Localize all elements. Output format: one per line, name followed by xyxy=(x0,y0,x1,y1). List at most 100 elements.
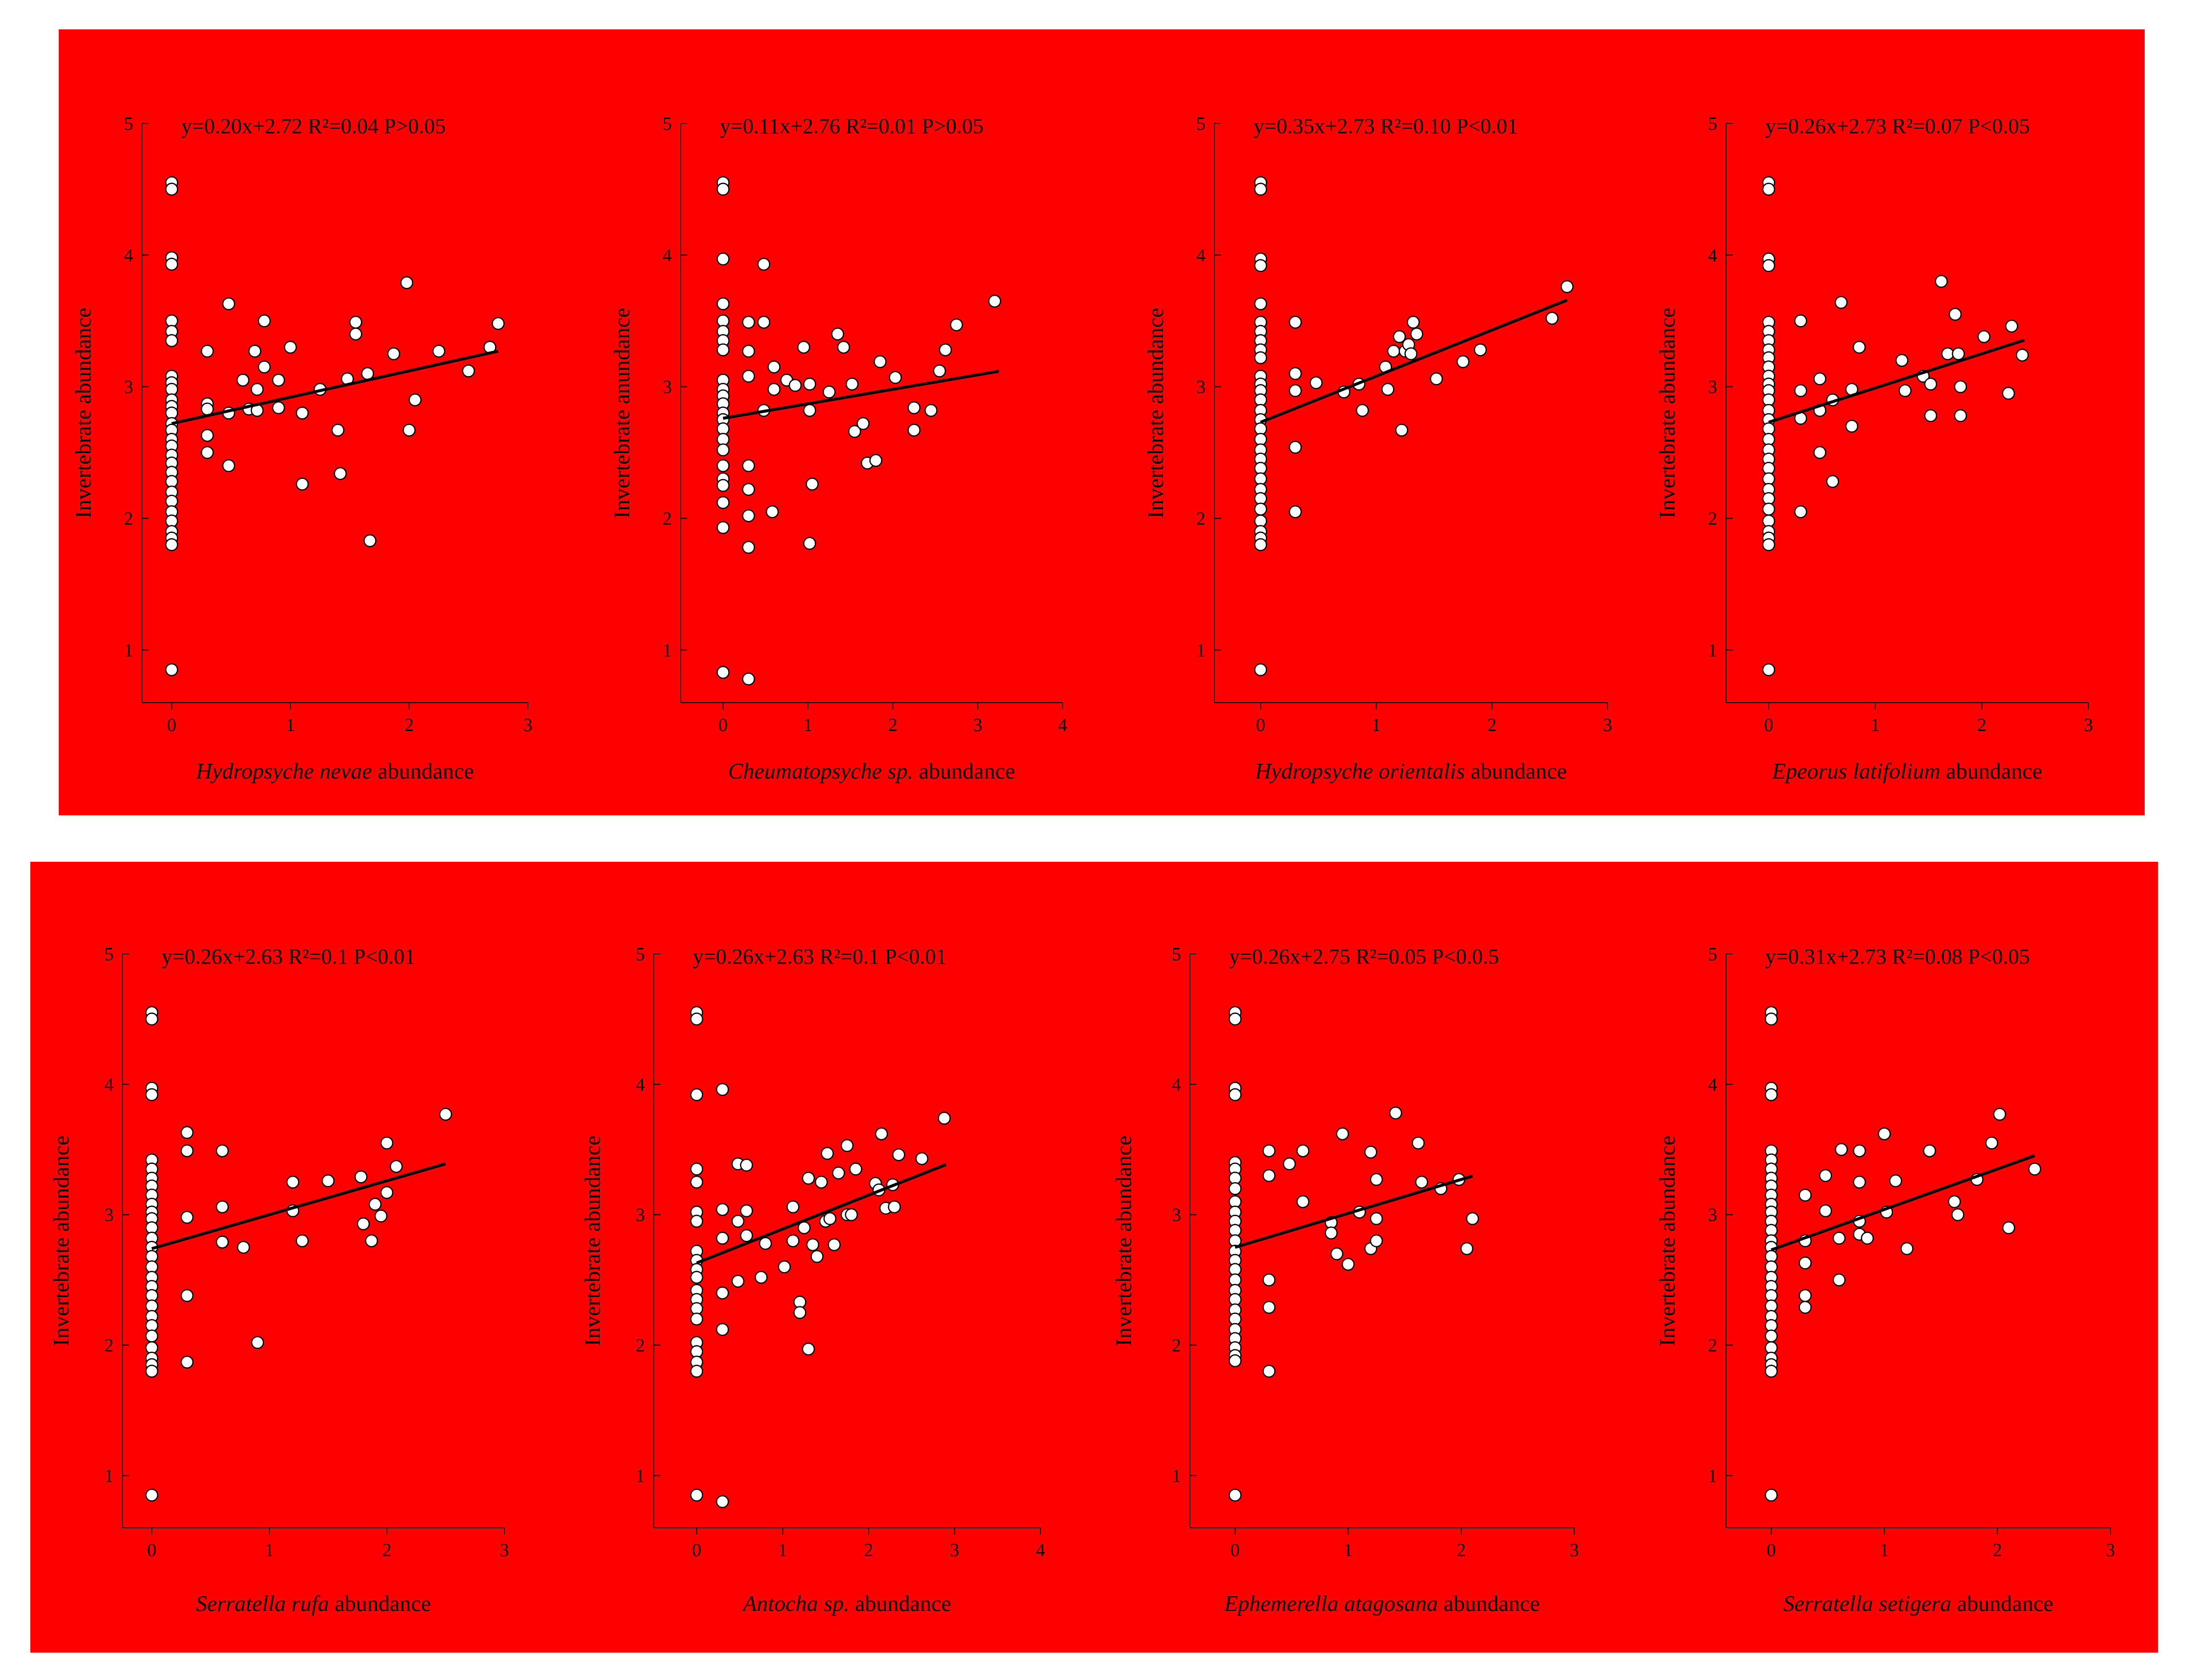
data-point xyxy=(742,369,755,383)
x-tick-label: 3 xyxy=(500,1540,509,1561)
data-point xyxy=(1765,1365,1778,1378)
data-point xyxy=(387,347,401,360)
x-tick-label: 0 xyxy=(167,715,176,735)
data-point xyxy=(742,459,755,473)
x-tick-label: 2 xyxy=(888,715,898,735)
x-axis-label-suffix: abundance xyxy=(913,758,1015,783)
scatter-plot-7: 1 2 3 4 5 0 1 2 3 Invertebrate abundance Ephemerel… xyxy=(1111,944,1579,1616)
data-point xyxy=(2015,348,2029,362)
data-point xyxy=(793,1306,806,1319)
data-point xyxy=(1460,1242,1473,1255)
scatter-plot-5: 1 2 3 4 5 0 1 2 3 Invertebrate abundance Serratell… xyxy=(48,944,509,1616)
data-point xyxy=(1229,1088,1242,1101)
y-axis-label: Invertebrate abundance xyxy=(1655,308,1680,518)
y-tick-label: 5 xyxy=(1172,944,1181,965)
data-point xyxy=(1954,380,1967,393)
x-tick-label: 1 xyxy=(1372,715,1381,735)
data-point xyxy=(939,343,952,356)
x-tick-label: 2 xyxy=(1977,715,1987,735)
y-tick-label: 3 xyxy=(1708,1205,1717,1226)
data-point xyxy=(690,1214,704,1228)
x-tick-label: 0 xyxy=(1231,1540,1240,1561)
data-point xyxy=(1762,259,1775,272)
data-point xyxy=(716,496,730,509)
data-point xyxy=(837,340,851,354)
data-point xyxy=(349,315,362,329)
data-point xyxy=(1923,1144,1936,1158)
data-point xyxy=(145,1489,159,1502)
data-point xyxy=(1364,1145,1377,1159)
data-point xyxy=(321,1174,335,1187)
data-point xyxy=(742,672,755,686)
data-point xyxy=(1762,663,1775,677)
data-point xyxy=(740,1204,753,1217)
x-tick-label: 3 xyxy=(2084,715,2093,735)
x-axis-label-suffix: abundance xyxy=(372,758,474,783)
data-point xyxy=(1289,367,1302,380)
data-point xyxy=(1282,1157,1296,1171)
data-point xyxy=(389,1159,403,1173)
y-tick-label: 1 xyxy=(104,1466,114,1486)
x-axis-label-suffix: abundance xyxy=(1465,758,1567,783)
data-point xyxy=(1799,1289,1812,1302)
data-point xyxy=(742,483,755,496)
data-point xyxy=(840,1139,854,1152)
data-point xyxy=(849,1162,862,1176)
y-tick-label: 3 xyxy=(636,1205,645,1226)
data-point xyxy=(145,1088,159,1101)
data-point xyxy=(296,477,309,491)
data-point xyxy=(354,1170,368,1183)
data-point xyxy=(757,315,771,329)
data-point xyxy=(1898,384,1912,398)
data-point xyxy=(1404,347,1418,360)
data-point xyxy=(1289,315,1302,329)
x-axis-label-species: Serratella setigera xyxy=(1783,1591,1952,1616)
y-tick-label: 2 xyxy=(1708,1335,1717,1356)
data-point xyxy=(690,1162,704,1176)
data-point xyxy=(1845,420,1859,433)
data-point xyxy=(1924,409,1938,423)
data-point xyxy=(690,1175,704,1189)
data-point xyxy=(716,343,730,356)
data-point xyxy=(402,424,416,437)
data-point xyxy=(380,1186,394,1199)
data-point xyxy=(806,1238,820,1252)
data-point xyxy=(1229,1012,1242,1026)
y-axis-label: Invertebrate abundance xyxy=(1143,308,1168,518)
y-tick-label: 2 xyxy=(1172,1335,1181,1356)
x-tick-label: 3 xyxy=(2106,1540,2115,1561)
data-point xyxy=(716,443,730,457)
data-point xyxy=(331,424,345,437)
data-point xyxy=(1819,1204,1832,1217)
x-tick-label: 0 xyxy=(1767,1540,1776,1561)
data-point xyxy=(845,1208,858,1221)
data-point xyxy=(145,1365,159,1378)
y-tick-label: 4 xyxy=(1708,1074,1717,1095)
y-axis-label: Invertebrate abundance xyxy=(1655,1136,1680,1346)
data-point xyxy=(1561,280,1574,293)
data-point xyxy=(848,425,861,438)
data-point xyxy=(1794,384,1807,398)
data-point xyxy=(803,378,816,391)
x-tick-label: 1 xyxy=(1880,1540,1889,1561)
y-tick-label: 4 xyxy=(636,1074,645,1095)
x-tick-label: 1 xyxy=(265,1540,274,1561)
y-tick-label: 5 xyxy=(1708,114,1717,134)
y-tick-label: 1 xyxy=(1708,640,1717,661)
data-point xyxy=(180,1210,194,1224)
data-point xyxy=(1262,1365,1276,1378)
data-point xyxy=(1794,314,1807,328)
scatter-plot-3: 1 2 3 4 5 0 1 2 3 Invertebrate abundance Hydropsyc… xyxy=(1143,114,1612,783)
x-axis-label: Hydropsyche nevae abundance xyxy=(195,758,474,783)
data-point xyxy=(1389,1106,1402,1120)
regression-line xyxy=(723,370,999,420)
data-point xyxy=(690,1365,704,1378)
regression-line xyxy=(696,1163,947,1265)
data-point xyxy=(1977,330,1990,343)
data-point xyxy=(1262,1169,1276,1183)
data-point xyxy=(236,374,250,387)
regression-equation: y=0.26x+2.73 R²=0.07 P<0.05 xyxy=(1765,114,2030,138)
regression-equation: y=0.26x+2.75 R²=0.05 P<0.0.5 xyxy=(1229,945,1499,969)
data-point xyxy=(1765,1329,1778,1343)
